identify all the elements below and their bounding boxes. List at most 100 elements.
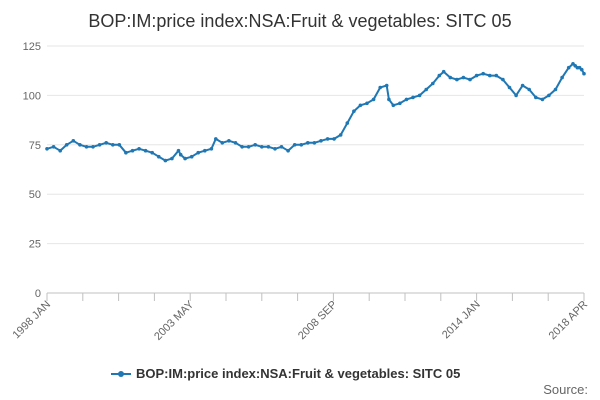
data-point <box>455 77 459 82</box>
data-point <box>494 73 499 78</box>
data-point <box>143 148 148 153</box>
data-point <box>286 148 290 153</box>
data-point <box>547 93 551 98</box>
x-tick-label: 1998 JAN <box>10 299 53 342</box>
source-label: Source: <box>543 382 588 397</box>
data-point <box>319 139 323 143</box>
data-point <box>325 137 330 141</box>
data-point <box>273 147 277 151</box>
chart-title: BOP:IM:price index:NSA:Fruit & vegetable… <box>88 11 511 31</box>
y-tick-label: 50 <box>29 189 41 201</box>
x-tick-label: 2018 APR <box>547 299 591 343</box>
data-point <box>209 147 214 151</box>
data-point <box>203 148 207 153</box>
y-tick-label: 0 <box>35 288 41 300</box>
data-point <box>279 145 284 149</box>
data-point <box>196 150 200 155</box>
data-point <box>411 95 415 100</box>
data-point <box>431 81 435 86</box>
legend-label: BOP:IM:price index:NSA:Fruit & vegetable… <box>136 366 460 381</box>
data-point <box>540 97 545 102</box>
legend-swatch-marker <box>118 371 124 377</box>
data-point <box>253 143 257 147</box>
data-point <box>384 83 389 88</box>
data-point <box>64 143 69 147</box>
data-point <box>474 73 479 78</box>
data-point <box>233 141 238 145</box>
data-point <box>404 97 409 102</box>
data-point <box>227 139 231 143</box>
data-point <box>124 150 128 155</box>
data-point <box>260 145 264 149</box>
y-tick-label: 25 <box>29 239 41 251</box>
data-point <box>117 143 122 147</box>
data-point <box>468 77 472 82</box>
data-point <box>371 97 376 102</box>
data-point <box>352 109 356 113</box>
data-point <box>183 156 187 161</box>
x-tick-label: 2008 SEP <box>296 299 340 343</box>
data-point <box>178 152 183 157</box>
data-point <box>163 158 168 163</box>
data-point <box>220 141 225 145</box>
y-axis: 0 25 50 75 100 125 <box>23 41 41 300</box>
data-point <box>501 77 505 82</box>
data-point <box>58 148 62 153</box>
data-point <box>137 147 141 151</box>
data-point <box>566 65 571 70</box>
data-point <box>45 147 49 151</box>
data-point <box>391 103 396 108</box>
data-point <box>71 139 76 143</box>
y-tick-label: 100 <box>23 90 41 102</box>
data-point <box>91 145 95 149</box>
data-point <box>111 143 115 147</box>
series-group <box>45 62 586 163</box>
data-point <box>358 103 363 108</box>
data-point <box>441 69 446 74</box>
data-point <box>488 73 492 78</box>
data-point <box>266 145 271 149</box>
data-point <box>527 87 531 92</box>
data-point <box>424 87 429 92</box>
data-point <box>299 143 304 147</box>
data-point <box>338 133 343 137</box>
data-point <box>365 101 369 106</box>
data-point <box>481 71 486 76</box>
data-point <box>378 85 383 90</box>
data-point <box>51 145 56 149</box>
data-point <box>104 141 108 145</box>
data-point <box>84 145 89 149</box>
data-point <box>448 75 453 80</box>
data-point <box>387 97 391 102</box>
data-point <box>78 143 82 147</box>
y-tick-label: 75 <box>29 140 41 152</box>
data-point <box>345 121 350 125</box>
data-point <box>461 75 466 80</box>
data-point <box>553 87 558 92</box>
data-point <box>176 148 181 153</box>
data-point <box>312 141 317 145</box>
data-point <box>130 148 135 153</box>
data-point <box>214 137 218 141</box>
data-point <box>514 93 518 98</box>
data-point <box>292 143 297 147</box>
data-point <box>398 101 402 106</box>
x-tick-label: 2003 MAY <box>152 298 197 343</box>
data-point <box>582 71 586 76</box>
data-point <box>157 154 161 159</box>
data-point <box>332 137 336 141</box>
data-point <box>580 67 584 72</box>
legend[interactable]: BOP:IM:price index:NSA:Fruit & vegetable… <box>111 366 460 381</box>
gridlines <box>47 45 584 294</box>
data-point <box>417 93 422 98</box>
data-point <box>170 156 174 161</box>
y-tick-label: 125 <box>23 41 41 53</box>
data-point <box>534 95 538 100</box>
data-point <box>520 83 525 88</box>
data-point <box>240 145 244 149</box>
data-point <box>150 150 154 155</box>
x-axis: 1998 JAN 2003 MAY 2008 SEP 2014 JAN 2018 APR <box>10 293 590 343</box>
data-point <box>246 145 251 149</box>
x-tick-label: 2014 JAN <box>440 299 483 342</box>
